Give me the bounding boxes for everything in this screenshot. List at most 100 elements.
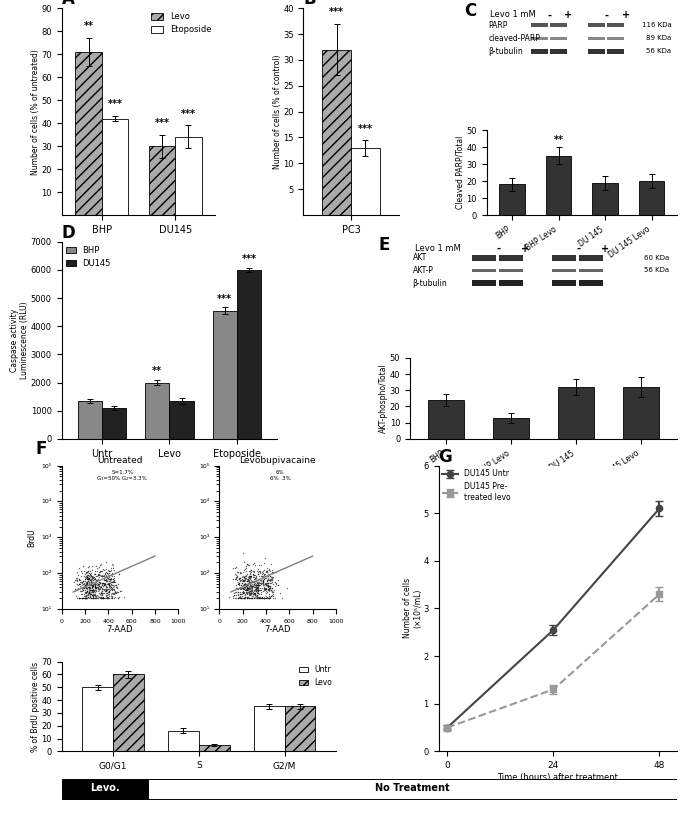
Point <box>86 586 96 599</box>
Point <box>83 590 94 603</box>
Point <box>77 575 88 588</box>
Point <box>252 579 263 592</box>
Point <box>108 575 119 588</box>
Point <box>74 573 85 586</box>
Point <box>92 573 103 586</box>
Point <box>83 583 94 596</box>
Point <box>101 573 112 586</box>
Point <box>79 586 90 599</box>
Point <box>94 565 105 578</box>
Point <box>86 588 97 601</box>
Point <box>237 582 248 595</box>
Point <box>73 568 83 581</box>
Point <box>87 580 98 593</box>
Point <box>108 583 119 596</box>
Point <box>248 585 259 598</box>
Point <box>263 584 274 597</box>
Point <box>99 579 110 592</box>
Point <box>86 569 96 582</box>
Point <box>92 570 103 583</box>
Point <box>243 582 254 595</box>
Point <box>90 568 101 581</box>
Point <box>255 574 266 588</box>
Point <box>251 570 262 583</box>
Point <box>90 592 101 605</box>
Point <box>236 588 247 601</box>
Point <box>265 592 276 605</box>
FancyBboxPatch shape <box>607 49 624 54</box>
Text: β-tubulin: β-tubulin <box>412 278 447 287</box>
FancyBboxPatch shape <box>553 281 576 286</box>
Point <box>241 572 252 585</box>
Text: G: G <box>438 447 452 466</box>
Text: 6%
6%  3%: 6% 6% 3% <box>269 470 290 481</box>
Text: -: - <box>547 11 551 20</box>
Point <box>86 592 97 605</box>
Point <box>78 574 89 588</box>
Point <box>258 592 269 605</box>
Point <box>254 575 265 588</box>
Point <box>77 581 88 594</box>
Legend: Untr, Levo: Untr, Levo <box>299 665 332 687</box>
Point <box>86 592 96 605</box>
Point <box>252 582 263 595</box>
Point <box>105 574 116 587</box>
Point <box>250 580 261 593</box>
Point <box>78 570 89 583</box>
Point <box>83 574 94 587</box>
Point <box>85 570 96 583</box>
Point <box>87 583 98 596</box>
Point <box>75 577 86 590</box>
Bar <box>168 731 199 752</box>
Y-axis label: Cleaved PARP/Total: Cleaved PARP/Total <box>456 136 465 209</box>
Point <box>231 585 241 598</box>
Point <box>265 574 276 588</box>
Point <box>99 583 110 596</box>
Point <box>84 581 95 594</box>
Point <box>256 592 267 605</box>
Point <box>261 587 272 600</box>
Point <box>263 581 274 594</box>
Point <box>88 589 98 602</box>
Point <box>70 589 81 602</box>
Point <box>269 575 280 588</box>
Text: ***: *** <box>358 124 373 134</box>
Point <box>245 588 256 601</box>
Point <box>265 582 276 595</box>
Point <box>255 559 266 572</box>
Point <box>231 573 242 586</box>
Point <box>86 574 96 587</box>
Point <box>260 578 271 591</box>
Point <box>97 577 108 590</box>
Point <box>82 577 93 590</box>
Point <box>241 583 252 596</box>
Point <box>229 561 240 574</box>
Point <box>107 591 118 604</box>
Point <box>250 581 261 594</box>
Point <box>79 589 90 602</box>
Point <box>259 570 270 583</box>
Point <box>241 583 252 596</box>
Point <box>79 592 90 605</box>
FancyBboxPatch shape <box>550 23 567 28</box>
Point <box>247 578 258 591</box>
Point <box>107 575 118 588</box>
FancyBboxPatch shape <box>472 269 496 272</box>
Point <box>261 583 272 596</box>
FancyBboxPatch shape <box>579 269 603 272</box>
Point <box>235 567 246 580</box>
Point <box>246 575 257 588</box>
Point <box>253 559 264 572</box>
Point <box>107 592 118 605</box>
Point <box>82 564 93 577</box>
Point <box>82 571 93 584</box>
Point <box>96 581 107 594</box>
Point <box>263 576 274 589</box>
Point <box>98 582 109 595</box>
Point <box>103 592 114 605</box>
Point <box>72 566 83 579</box>
Point <box>94 580 105 593</box>
Point <box>235 591 246 604</box>
Point <box>252 588 263 601</box>
Point <box>107 590 118 603</box>
